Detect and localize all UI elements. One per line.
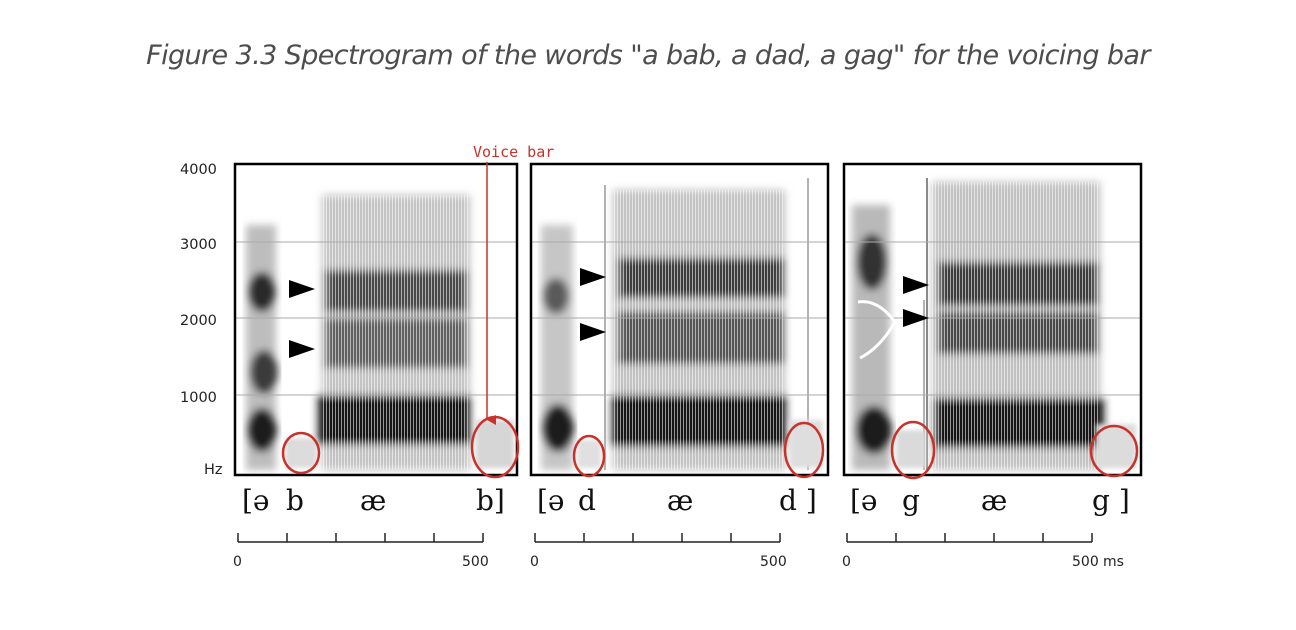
panel-frame — [529, 162, 830, 477]
y-tick-4000: 4000 — [180, 162, 217, 178]
panel-frame — [842, 162, 1143, 477]
velar-pinch-curve — [857, 300, 897, 360]
voice-bar-annotation: Voice bar — [473, 143, 554, 425]
voicing-circle — [572, 434, 606, 478]
voicing-circle — [1089, 424, 1139, 478]
panel-frame — [233, 162, 519, 477]
ipa-segment: d ] — [779, 484, 817, 517]
y-tick-3000: 3000 — [180, 237, 217, 253]
ipa-segment: b — [286, 484, 304, 517]
ipa-segment: æ — [667, 484, 693, 517]
time-tick-500: 500 — [760, 554, 787, 570]
time-tick-0: 0 — [233, 554, 242, 570]
time-tick-0: 0 — [842, 554, 851, 570]
spectrogram-panel-dad — [529, 162, 830, 479]
time-unit-label: ms — [1103, 554, 1124, 570]
formant-arrow-icon — [903, 309, 929, 327]
ipa-segment: æ — [981, 484, 1007, 517]
ipa-segment: [ə — [537, 484, 565, 517]
transcriptions: [ə b æ b] [ə d æ d ] [ə g æ g ] — [242, 484, 1130, 517]
figure-caption: Figure 3.3 Spectrogram of the words "a b… — [146, 40, 1150, 71]
time-tick-500: 500 — [462, 554, 489, 570]
voicing-circle — [783, 421, 825, 479]
ipa-segment: g — [902, 484, 920, 517]
formant-arrow-icon — [289, 340, 315, 358]
y-tick-2000: 2000 — [180, 313, 217, 329]
y-tick-1000: 1000 — [180, 390, 217, 406]
voicing-circle — [281, 431, 321, 475]
formant-arrow-icon — [580, 268, 606, 286]
formant-arrow-icon — [580, 323, 606, 341]
spectrogram-panel-gag — [842, 162, 1143, 480]
ipa-segment: g ] — [1092, 484, 1130, 517]
time-axis-1 — [237, 533, 484, 543]
ipa-segment: b] — [476, 484, 505, 517]
y-unit-label: Hz — [204, 462, 223, 478]
ipa-segment: [ə — [850, 484, 878, 517]
time-tick-500: 500 — [1072, 554, 1099, 570]
formant-arrow-icon — [289, 280, 315, 298]
time-axis-3 — [846, 533, 1093, 543]
y-axis: 4000 3000 2000 1000 Hz — [180, 162, 223, 478]
time-axis-2 — [534, 533, 781, 543]
ipa-segment: [ə — [242, 484, 270, 517]
ipa-segment: d — [578, 484, 596, 517]
time-tick-0: 0 — [530, 554, 539, 570]
voice-bar-label: Voice bar — [473, 143, 554, 161]
formant-arrow-icon — [903, 276, 929, 294]
voicing-circle — [890, 420, 936, 480]
spectrogram-panel-bab — [233, 162, 520, 479]
ipa-segment: æ — [360, 484, 386, 517]
